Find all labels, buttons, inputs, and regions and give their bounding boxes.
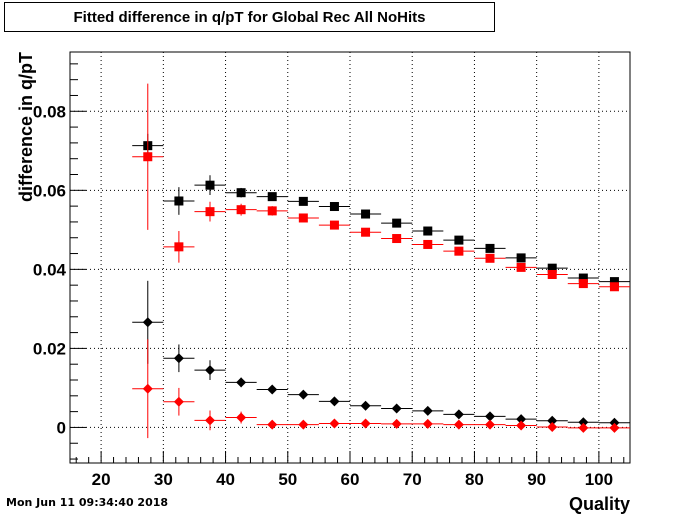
square-marker <box>361 227 371 237</box>
square-marker <box>267 192 277 202</box>
diamond-marker <box>142 383 153 394</box>
timestamp-label: Mon Jun 11 09:34:40 2018 <box>6 496 169 509</box>
diamond-marker <box>578 422 589 433</box>
square-marker <box>174 242 184 252</box>
square-marker <box>516 262 526 272</box>
diamond-marker <box>267 384 278 395</box>
square-marker <box>485 243 495 253</box>
square-marker <box>236 188 246 198</box>
diamond-marker <box>391 403 402 414</box>
diamond-marker <box>236 377 247 388</box>
diamond-marker <box>391 418 402 429</box>
diamond-marker <box>422 405 433 416</box>
x-tick-label: 80 <box>465 470 484 489</box>
grid-lines <box>70 52 630 463</box>
x-tick-label: 90 <box>527 470 546 489</box>
diamond-marker <box>485 411 495 422</box>
diamond-marker <box>360 400 371 411</box>
square-marker <box>454 246 464 256</box>
diamond-marker <box>547 422 558 433</box>
square-marker <box>143 152 153 162</box>
square-marker <box>205 180 215 190</box>
square-marker <box>329 220 339 230</box>
series-2 <box>132 280 630 428</box>
series-1 <box>132 83 630 292</box>
diamond-marker <box>142 317 153 328</box>
diamond-marker <box>329 396 340 407</box>
square-marker <box>485 253 495 263</box>
square-marker <box>236 205 246 215</box>
square-marker <box>392 218 402 228</box>
y-tick-label: 0.06 <box>33 181 66 200</box>
x-tick-label: 20 <box>92 470 111 489</box>
axis-labels: 20 30 40 50 60 70 80 90 100 0 0.02 0.04 0.06 0.08 Qual… <box>16 52 630 514</box>
diamond-marker <box>298 389 309 400</box>
diamond-marker <box>298 419 309 430</box>
diamond-marker <box>516 414 527 425</box>
diamond-marker <box>547 415 558 426</box>
diamond-marker <box>329 418 340 429</box>
diamond-marker <box>453 419 464 430</box>
square-marker <box>298 213 308 223</box>
square-marker <box>174 196 184 206</box>
x-axis-label: Quality <box>569 494 630 514</box>
axis-ticks <box>70 63 625 463</box>
y-tick-label: 0.02 <box>33 339 66 358</box>
diamond-marker <box>236 412 247 423</box>
chart-title: Fitted difference in q/pT for Global Rec… <box>4 2 495 32</box>
square-marker <box>578 273 588 283</box>
square-marker <box>547 269 557 279</box>
diamond-marker <box>360 418 371 429</box>
y-axis-label: difference in q/pT <box>16 52 36 202</box>
square-marker <box>392 234 402 244</box>
square-marker <box>298 196 308 206</box>
diamond-marker <box>205 415 215 426</box>
square-marker <box>516 253 526 263</box>
diamond-marker <box>609 417 620 428</box>
square-marker <box>329 202 339 212</box>
x-tick-label: 50 <box>278 470 297 489</box>
x-tick-label: 40 <box>216 470 235 489</box>
square-marker <box>361 209 371 219</box>
x-tick-label: 100 <box>585 470 613 489</box>
diamond-marker <box>485 419 495 430</box>
square-marker <box>423 226 433 236</box>
diamond-marker <box>453 409 464 420</box>
diamond-marker <box>173 353 184 364</box>
diamond-marker <box>516 420 527 431</box>
diamond-marker <box>609 422 620 433</box>
square-marker <box>609 282 619 292</box>
y-tick-label: 0.04 <box>33 260 67 279</box>
series-3 <box>132 339 630 439</box>
diamond-marker <box>205 365 215 376</box>
square-marker <box>205 207 215 217</box>
diamond-marker <box>422 418 433 429</box>
square-marker <box>454 235 464 245</box>
square-marker <box>267 206 277 216</box>
diamond-marker <box>267 419 278 430</box>
y-tick-label: 0 <box>57 418 66 437</box>
square-marker <box>423 239 433 249</box>
square-marker <box>578 279 588 289</box>
data-points <box>132 83 630 439</box>
x-tick-label: 70 <box>403 470 422 489</box>
x-tick-label: 60 <box>341 470 360 489</box>
x-tick-label: 30 <box>154 470 173 489</box>
diamond-marker <box>173 396 184 407</box>
square-marker <box>609 277 619 287</box>
diamond-marker <box>578 417 589 428</box>
square-marker <box>547 263 557 273</box>
y-tick-label: 0.08 <box>33 102 66 121</box>
